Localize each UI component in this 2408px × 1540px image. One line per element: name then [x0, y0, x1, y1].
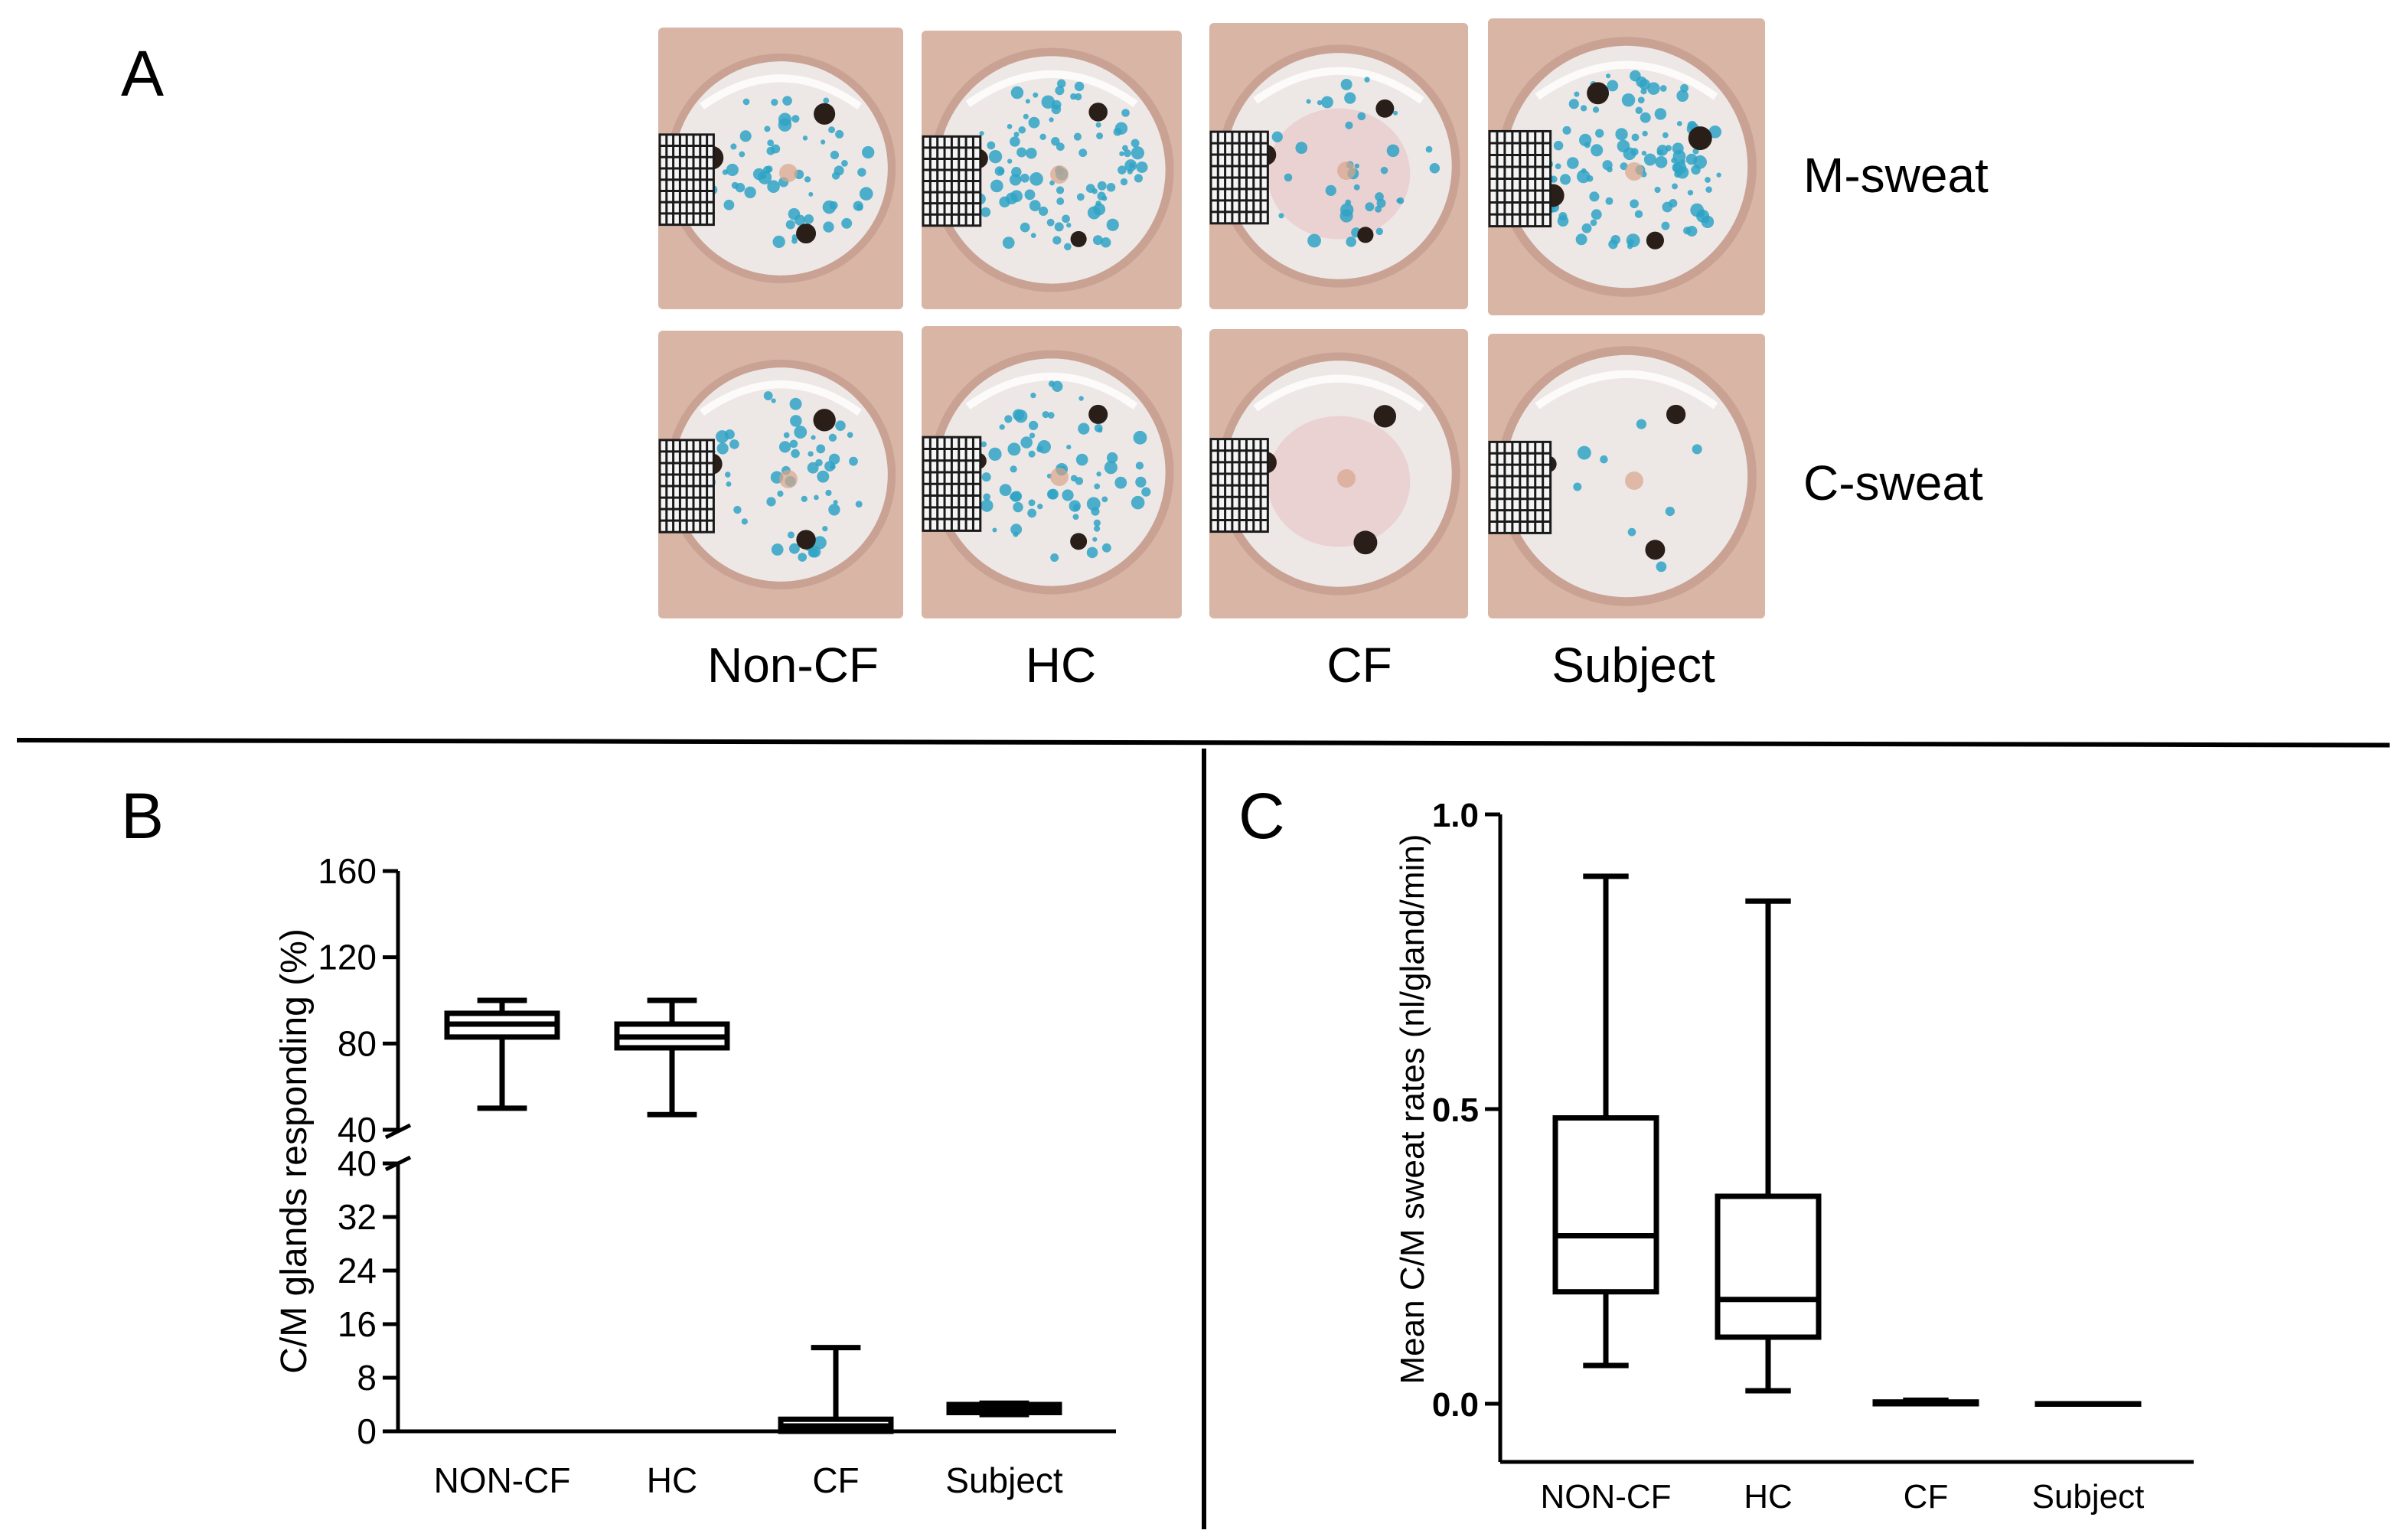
- y-tick-label-lower-16: 16: [338, 1304, 377, 1344]
- y-tick-label-lower-32: 32: [338, 1197, 377, 1237]
- box-hc: [614, 997, 730, 1117]
- box-hc: [1715, 898, 1822, 1394]
- col-label-non-cf: Non-CF: [706, 638, 879, 693]
- y-tick-label-1: 0.5: [1432, 1091, 1479, 1129]
- y-axis-label: Mean C/M sweat rates (nl/gland/min): [1394, 834, 1431, 1385]
- x-tick-label-subject: Subject: [945, 1460, 1063, 1500]
- box-cf: [778, 1345, 894, 1434]
- y-tick-label-0: 0.0: [1432, 1386, 1479, 1424]
- box-subject: [946, 1400, 1062, 1418]
- col-label-subject: Subject: [1551, 638, 1715, 693]
- sweat-photo-non-cf-m-sweat: [658, 28, 903, 309]
- sweat-photo-subject-c-sweat: [1488, 334, 1765, 618]
- sweat-photo-cf-c-sweat: [1209, 329, 1468, 618]
- row-label-m-sweat: M-sweat: [1803, 148, 1989, 203]
- panel-letter-a: A: [121, 38, 165, 109]
- y-tick-label-2: 1.0: [1432, 797, 1479, 834]
- iqr-box-non-cf: [1552, 1115, 1659, 1295]
- x-tick-label-cf: CF: [1904, 1478, 1949, 1516]
- y-tick-label-lower-24: 24: [338, 1251, 377, 1290]
- y-tick-label-upper-80: 80: [338, 1023, 377, 1063]
- col-label-cf: CF: [1326, 638, 1392, 693]
- panel-letter-c: C: [1238, 780, 1285, 852]
- box-subject: [2034, 1401, 2142, 1407]
- y-tick-label-upper-120: 120: [318, 938, 377, 977]
- y-tick-label-lower-8: 8: [357, 1358, 377, 1398]
- x-tick-label-non-cf: NON-CF: [434, 1460, 571, 1500]
- box-non-cf: [1552, 873, 1659, 1369]
- x-tick-label-hc: HC: [1744, 1478, 1793, 1516]
- sweat-photo-cf-m-sweat: [1209, 23, 1468, 309]
- y-tick-label-lower-0: 0: [357, 1411, 377, 1451]
- x-tick-label-subject: Subject: [2032, 1478, 2145, 1516]
- box-non-cf: [444, 997, 560, 1111]
- sweat-photo-subject-m-sweat: [1488, 18, 1765, 315]
- x-tick-label-cf: CF: [812, 1460, 859, 1500]
- horizontal-divider: [16, 738, 2390, 748]
- sweat-photo-non-cf-c-sweat: [658, 331, 903, 618]
- panel-letter-b: B: [121, 780, 165, 852]
- y-tick-label-upper-160: 160: [318, 851, 377, 891]
- chart-b: 40 80 120 160 0 8 16 24 32 40 C/M glands respondin…: [274, 851, 1116, 1500]
- iqr-box-hc: [1715, 1193, 1822, 1340]
- y-tick-label-lower-40: 40: [338, 1144, 377, 1183]
- col-label-hc: HC: [1025, 638, 1097, 693]
- vertical-divider: [1202, 749, 1206, 1529]
- sweat-photo-hc-m-sweat: [922, 31, 1182, 309]
- box-cf: [1872, 1397, 1979, 1407]
- y-tick-label-upper-40: 40: [338, 1110, 377, 1150]
- x-tick-label-hc: HC: [647, 1460, 697, 1500]
- y-axis-label: C/M glands responding (%): [274, 928, 315, 1374]
- sweat-photo-hc-c-sweat: [922, 326, 1182, 618]
- x-tick-label-non-cf: NON-CF: [1540, 1478, 1671, 1516]
- row-label-c-sweat: C-sweat: [1803, 455, 1983, 511]
